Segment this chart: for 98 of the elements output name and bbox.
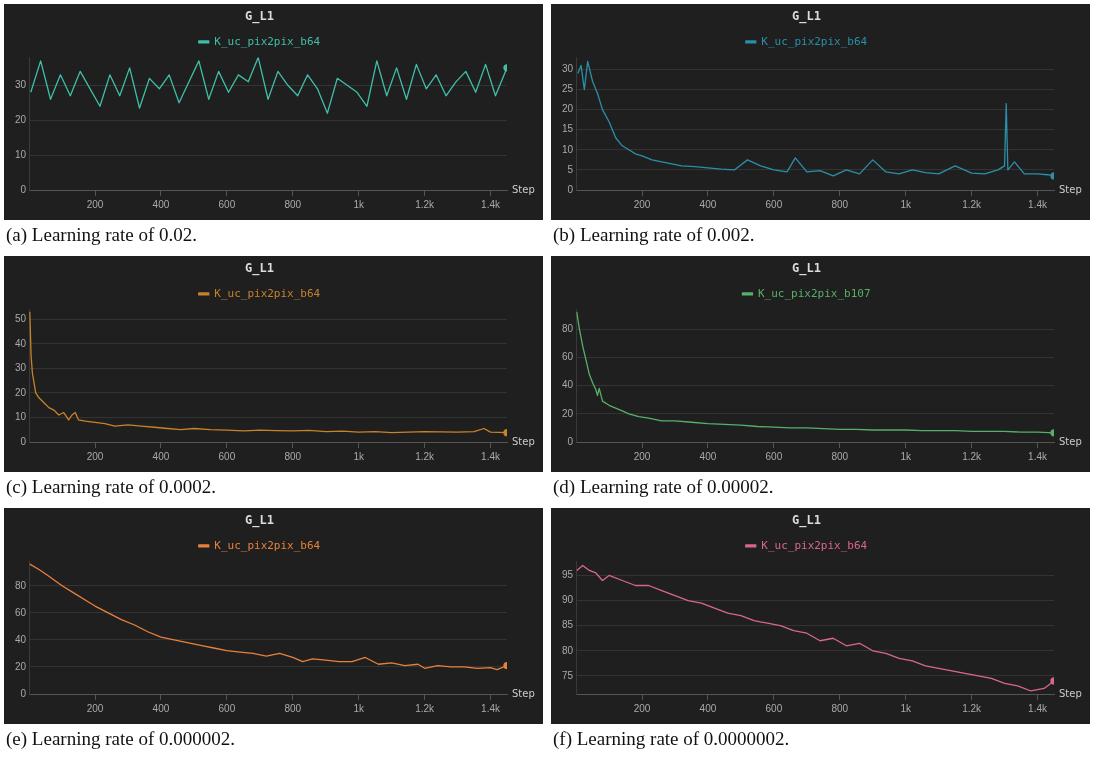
y-tick-label: 85 (562, 619, 574, 631)
y-tick-label: 10 (562, 143, 574, 155)
y-tick-label: 75 (562, 669, 574, 681)
y-tick-label: 0 (567, 183, 574, 195)
x-tick-label: 1.4k (1028, 702, 1048, 714)
y-tick-label: 20 (15, 386, 27, 398)
x-tick-label: 600 (765, 702, 783, 714)
y-tick-label: 95 (562, 569, 574, 581)
y-tick-label: 15 (562, 123, 574, 135)
x-tick-label: 1.2k (415, 702, 436, 714)
y-tick-label: 0 (20, 687, 27, 699)
chart-title: G_L1 (792, 513, 821, 529)
y-tick-label: 60 (15, 606, 27, 618)
y-tick-label: 20 (562, 407, 574, 419)
x-tick-label: 600 (218, 702, 236, 714)
x-tick-label: 1k (353, 198, 365, 210)
x-tick-label: 1.2k (962, 702, 983, 714)
legend-label: K_uc_pix2pix_b64 (214, 538, 321, 552)
x-tick-label: 800 (831, 702, 849, 714)
x-tick-label: 400 (699, 450, 717, 462)
x-axis-title: Step (512, 183, 535, 195)
x-tick-label: 600 (218, 450, 236, 462)
legend-label: K_uc_pix2pix_b107 (757, 286, 871, 300)
x-axis-title: Step (1059, 183, 1082, 195)
x-tick-label: 1.4k (1028, 198, 1048, 210)
text: (c) Learning rate of 0.0002. (5, 475, 217, 499)
y-tick-label: 30 (15, 362, 27, 374)
text: (e) Learning rate of 0.000002. (5, 727, 236, 751)
x-tick-label: 1.4k (481, 450, 501, 462)
x-tick-label: 1.2k (415, 450, 436, 462)
y-tick-label: 20 (562, 103, 574, 115)
y-tick-label: 40 (15, 633, 27, 645)
x-tick-label: 1k (900, 450, 912, 462)
y-tick-label: 60 (562, 351, 574, 363)
x-tick-label: 400 (152, 198, 170, 210)
x-tick-label: 200 (86, 450, 104, 462)
x-tick-label: 1k (900, 198, 912, 210)
y-tick-label: 50 (15, 312, 27, 324)
y-tick-label: 30 (15, 79, 27, 91)
x-tick-label: 1.4k (481, 702, 501, 714)
x-tick-label: 800 (284, 450, 302, 462)
y-tick-label: 80 (562, 322, 574, 334)
legend-label: K_uc_pix2pix_b64 (761, 538, 868, 552)
y-tick-label: 25 (562, 83, 574, 95)
legend-label: K_uc_pix2pix_b64 (214, 286, 321, 300)
x-tick-label: 400 (152, 702, 170, 714)
x-tick-label: 800 (284, 702, 302, 714)
y-tick-label: 10 (15, 411, 27, 423)
x-tick-label: 400 (699, 702, 717, 714)
x-tick-label: 1.2k (962, 198, 983, 210)
y-tick-label: 5 (567, 163, 574, 175)
text: (d) Learning rate of 0.00002. (552, 475, 775, 499)
x-tick-label: 200 (633, 198, 651, 210)
y-tick-label: 0 (20, 183, 27, 195)
y-tick-label: 80 (15, 579, 27, 591)
y-tick-label: 40 (562, 379, 574, 391)
x-tick-label: 600 (765, 450, 783, 462)
x-tick-label: 200 (633, 702, 651, 714)
x-tick-label: 1k (900, 702, 912, 714)
y-tick-label: 30 (562, 63, 574, 75)
text: (f) Learning rate of 0.0000002. (552, 727, 791, 751)
chart-title: G_L1 (792, 261, 821, 277)
x-tick-label: 1.2k (415, 198, 436, 210)
x-axis-title: Step (1059, 435, 1082, 447)
x-tick-label: 200 (86, 702, 104, 714)
y-tick-label: 20 (15, 660, 27, 672)
x-tick-label: 1k (353, 450, 365, 462)
x-tick-label: 400 (152, 450, 170, 462)
x-axis-title: Step (512, 687, 535, 699)
x-tick-label: 600 (765, 198, 783, 210)
x-tick-label: 1k (353, 702, 365, 714)
legend-label: K_uc_pix2pix_b64 (761, 34, 868, 48)
legend-label: K_uc_pix2pix_b64 (214, 34, 321, 48)
x-tick-label: 1.4k (481, 198, 501, 210)
x-tick-label: 800 (831, 198, 849, 210)
y-tick-label: 80 (562, 644, 574, 656)
x-tick-label: 1.4k (1028, 450, 1048, 462)
x-tick-label: 200 (633, 450, 651, 462)
y-tick-label: 20 (15, 113, 27, 125)
x-axis-title: Step (1059, 687, 1082, 699)
chart-title: G_L1 (792, 9, 821, 25)
text: (a) Learning rate of 0.02. (5, 223, 198, 247)
y-tick-label: 40 (15, 337, 27, 349)
y-tick-label: 0 (20, 435, 27, 447)
x-tick-label: 1.2k (962, 450, 983, 462)
y-tick-label: 0 (567, 435, 574, 447)
text: (b) Learning rate of 0.002. (552, 223, 756, 247)
x-tick-label: 800 (284, 198, 302, 210)
chart-title: G_L1 (245, 513, 274, 529)
x-tick-label: 800 (831, 450, 849, 462)
x-tick-label: 600 (218, 198, 236, 210)
x-tick-label: 400 (699, 198, 717, 210)
chart-title: G_L1 (245, 9, 274, 25)
x-tick-label: 200 (86, 198, 104, 210)
y-tick-label: 10 (15, 148, 27, 160)
x-axis-title: Step (512, 435, 535, 447)
chart-title: G_L1 (245, 261, 274, 277)
y-tick-label: 90 (562, 594, 574, 606)
